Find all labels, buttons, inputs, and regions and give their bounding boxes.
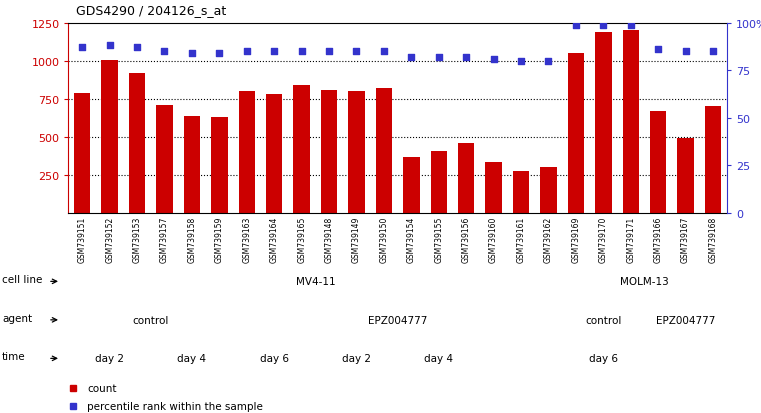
Bar xyxy=(568,54,584,214)
Text: GSM739154: GSM739154 xyxy=(407,216,416,262)
Point xyxy=(543,58,555,65)
Point xyxy=(240,49,253,55)
Point xyxy=(213,51,225,57)
Point xyxy=(515,58,527,65)
Text: GDS4290 / 204126_s_at: GDS4290 / 204126_s_at xyxy=(76,5,226,17)
Point xyxy=(680,49,692,55)
Text: GSM739156: GSM739156 xyxy=(462,216,471,262)
Bar xyxy=(211,118,228,214)
Bar xyxy=(294,86,310,214)
Text: GSM739171: GSM739171 xyxy=(626,216,635,262)
Text: day 2: day 2 xyxy=(342,354,371,363)
Text: day 2: day 2 xyxy=(95,354,124,363)
Point xyxy=(350,49,362,55)
Point xyxy=(186,51,198,57)
Bar xyxy=(129,74,145,214)
Bar xyxy=(431,151,447,214)
Text: control: control xyxy=(132,315,169,325)
Text: GSM739169: GSM739169 xyxy=(572,216,581,262)
Text: GSM739152: GSM739152 xyxy=(105,216,114,262)
Point xyxy=(652,47,664,53)
Point xyxy=(295,49,307,55)
Text: day 6: day 6 xyxy=(589,354,618,363)
Text: GSM739148: GSM739148 xyxy=(324,216,333,262)
Text: time: time xyxy=(2,351,26,362)
Text: GSM739161: GSM739161 xyxy=(517,216,526,262)
Point xyxy=(131,45,143,52)
Text: GSM739170: GSM739170 xyxy=(599,216,608,262)
Text: day 4: day 4 xyxy=(425,354,454,363)
Bar xyxy=(101,61,118,214)
Point xyxy=(597,22,610,29)
Bar xyxy=(349,92,365,214)
Text: control: control xyxy=(585,315,622,325)
Text: GSM739160: GSM739160 xyxy=(489,216,498,262)
Text: GSM739164: GSM739164 xyxy=(269,216,279,262)
Bar xyxy=(622,31,639,214)
Point xyxy=(268,49,280,55)
Point xyxy=(158,49,170,55)
Bar xyxy=(677,139,694,214)
Point xyxy=(377,49,390,55)
Bar xyxy=(266,95,282,214)
Bar xyxy=(403,157,419,214)
Text: GSM739149: GSM739149 xyxy=(352,216,361,262)
Bar xyxy=(595,33,612,214)
Bar xyxy=(513,172,530,214)
Bar xyxy=(650,112,667,214)
Point xyxy=(433,55,445,61)
Text: day 6: day 6 xyxy=(260,354,288,363)
Text: GSM739163: GSM739163 xyxy=(242,216,251,262)
Text: GSM739168: GSM739168 xyxy=(708,216,718,262)
Point xyxy=(488,56,500,63)
Bar xyxy=(458,144,474,214)
Point xyxy=(103,43,116,50)
Text: EPZ004777: EPZ004777 xyxy=(368,315,428,325)
Point xyxy=(406,55,418,61)
Text: GSM739159: GSM739159 xyxy=(215,216,224,262)
Bar xyxy=(376,89,392,214)
Text: agent: agent xyxy=(2,313,32,323)
Bar xyxy=(486,163,501,214)
Text: GSM739151: GSM739151 xyxy=(78,216,87,262)
Text: percentile rank within the sample: percentile rank within the sample xyxy=(87,401,263,411)
Bar xyxy=(156,106,173,214)
Text: GSM739150: GSM739150 xyxy=(380,216,388,262)
Text: MV4-11: MV4-11 xyxy=(295,277,335,287)
Text: count: count xyxy=(87,383,116,394)
Text: cell line: cell line xyxy=(2,275,43,285)
Text: day 4: day 4 xyxy=(177,354,206,363)
Text: GSM739167: GSM739167 xyxy=(681,216,690,262)
Text: GSM739166: GSM739166 xyxy=(654,216,663,262)
Point xyxy=(460,55,473,61)
Text: MOLM-13: MOLM-13 xyxy=(620,277,669,287)
Text: GSM739155: GSM739155 xyxy=(435,216,443,262)
Text: GSM739158: GSM739158 xyxy=(187,216,196,262)
Bar xyxy=(238,92,255,214)
Point xyxy=(707,49,719,55)
Text: GSM739157: GSM739157 xyxy=(160,216,169,262)
Point xyxy=(76,45,88,52)
Bar xyxy=(705,107,721,214)
Text: GSM739162: GSM739162 xyxy=(544,216,553,262)
Point xyxy=(323,49,335,55)
Point xyxy=(625,22,637,29)
Text: GSM739153: GSM739153 xyxy=(132,216,142,262)
Bar xyxy=(74,93,91,214)
Text: EPZ004777: EPZ004777 xyxy=(656,315,715,325)
Bar xyxy=(540,168,557,214)
Point xyxy=(570,22,582,29)
Bar xyxy=(183,116,200,214)
Text: GSM739165: GSM739165 xyxy=(297,216,306,262)
Bar xyxy=(321,90,337,214)
